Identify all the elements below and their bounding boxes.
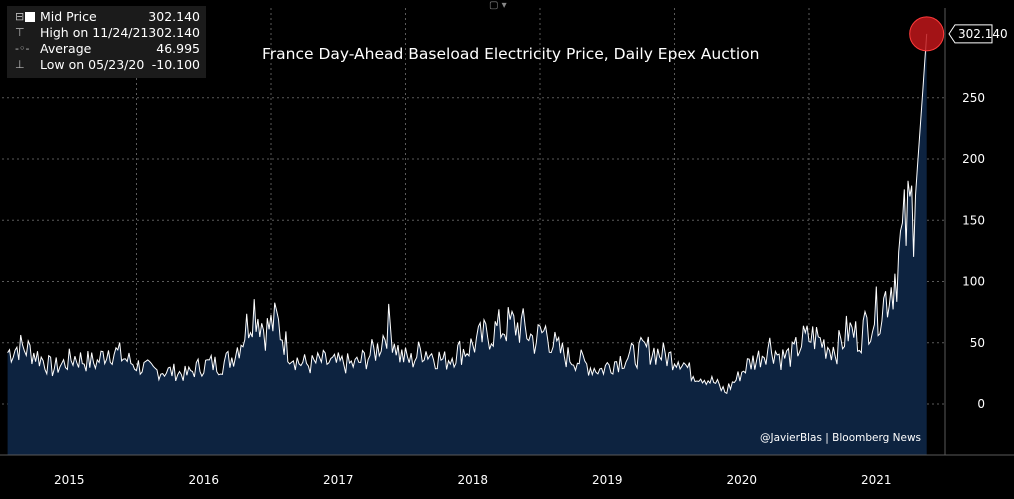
y-tick-label: 200	[962, 152, 985, 166]
source-credit: @JavierBlas | Bloomberg News	[760, 432, 922, 444]
price-series-line	[7, 33, 928, 395]
chart-type-button[interactable]: ▢ ▾	[489, 0, 515, 12]
last-value-label: 302.140	[958, 27, 1008, 41]
legend-low-value: -10.100	[151, 57, 200, 72]
low-marker-icon: ⊥	[15, 58, 25, 71]
legend-box: ⊟ Mid Price 302.140 ⊤ High on 11/24/21 3…	[7, 6, 206, 78]
legend-high-label: High on 11/24/21	[40, 25, 149, 40]
x-tick-label: 2015	[54, 473, 85, 487]
x-tick-label: 2019	[592, 473, 623, 487]
x-tick-label: 2020	[726, 473, 757, 487]
legend-average-row: -◦- Average 46.995	[7, 41, 206, 57]
y-tick-label: 50	[970, 336, 985, 350]
chart-title: France Day-Ahead Baseload Electricity Pr…	[262, 45, 760, 63]
price-area-fill	[7, 33, 927, 456]
legend-average-label: Average	[40, 41, 92, 56]
last-value-callout	[948, 24, 993, 44]
legend-series-label: Mid Price	[40, 9, 97, 24]
high-marker-icon: ⊤	[15, 26, 25, 39]
y-tick-label: 0	[977, 397, 985, 411]
x-tick-label: 2017	[323, 473, 354, 487]
legend-low-label: Low on 05/23/20	[40, 57, 145, 72]
x-tick-label: 2021	[861, 473, 892, 487]
x-axis: 2015 2016 2017 2018 2019 2020 2021	[0, 454, 1014, 487]
legend-average-value: 46.995	[156, 41, 200, 56]
collapse-icon[interactable]: ⊟	[15, 10, 25, 23]
x-tick-label: 2016	[188, 473, 219, 487]
legend-high-value: 302.140	[148, 25, 200, 40]
average-line-icon: -◦-	[15, 42, 30, 55]
x-tick-label: 2018	[457, 473, 488, 487]
y-tick-label: 250	[962, 91, 985, 105]
y-tick-label: 100	[962, 275, 985, 289]
legend-high-row: ⊤ High on 11/24/21 302.140	[7, 25, 206, 41]
series-color-swatch	[25, 12, 35, 22]
legend-series-value: 302.140	[148, 9, 200, 24]
legend-low-row: ⊥ Low on 05/23/20 -10.100	[7, 57, 206, 73]
line-chart-icon: ▢ ▾	[489, 0, 507, 11]
y-axis-ticks: 0 50 100 150 200 250	[944, 8, 985, 455]
legend-series-row: ⊟ Mid Price 302.140	[7, 9, 206, 25]
latest-value-marker: 302.140	[909, 16, 1008, 52]
peak-highlight-circle	[909, 16, 945, 52]
y-tick-label: 150	[962, 213, 985, 227]
